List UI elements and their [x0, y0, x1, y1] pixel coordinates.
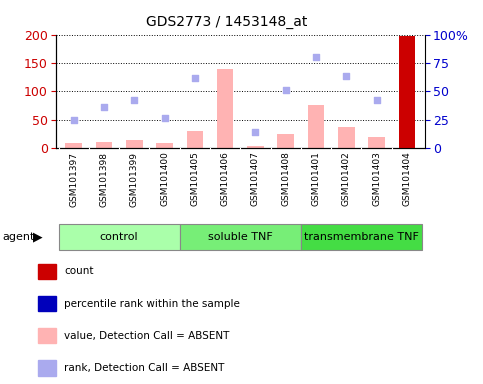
- Bar: [180, 224, 301, 250]
- Point: [282, 87, 290, 93]
- Point: [130, 97, 138, 103]
- Point: [312, 54, 320, 60]
- Point: [191, 74, 199, 81]
- Text: control: control: [100, 232, 139, 242]
- Bar: [308, 105, 325, 148]
- Text: GSM101406: GSM101406: [221, 152, 229, 207]
- Text: GSM101408: GSM101408: [281, 152, 290, 207]
- Text: GSM101399: GSM101399: [130, 152, 139, 207]
- Point: [161, 115, 169, 121]
- Text: percentile rank within the sample: percentile rank within the sample: [64, 299, 240, 309]
- Text: agent: agent: [2, 232, 35, 242]
- Text: GSM101403: GSM101403: [372, 152, 381, 207]
- Bar: [65, 143, 82, 148]
- Text: GSM101397: GSM101397: [69, 152, 78, 207]
- Point: [70, 116, 78, 122]
- Bar: [398, 36, 415, 148]
- Bar: [301, 224, 422, 250]
- Bar: [58, 224, 180, 250]
- Text: GSM101398: GSM101398: [99, 152, 109, 207]
- Bar: [126, 140, 142, 148]
- Text: count: count: [64, 266, 94, 276]
- Text: GSM101405: GSM101405: [190, 152, 199, 207]
- Point: [252, 129, 259, 135]
- Text: GDS2773 / 1453148_at: GDS2773 / 1453148_at: [146, 15, 308, 29]
- Text: GSM101400: GSM101400: [160, 152, 169, 207]
- Text: GSM101402: GSM101402: [342, 152, 351, 206]
- Bar: [156, 143, 173, 148]
- Text: ▶: ▶: [33, 231, 43, 243]
- Bar: [38, 328, 56, 343]
- Bar: [368, 137, 385, 148]
- Bar: [38, 296, 56, 311]
- Point: [221, 18, 229, 24]
- Bar: [38, 264, 56, 279]
- Bar: [96, 142, 113, 148]
- Bar: [186, 131, 203, 148]
- Bar: [277, 134, 294, 148]
- Point: [100, 104, 108, 110]
- Bar: [217, 69, 233, 148]
- Text: GSM101401: GSM101401: [312, 152, 321, 207]
- Text: transmembrane TNF: transmembrane TNF: [304, 232, 419, 242]
- Text: soluble TNF: soluble TNF: [208, 232, 273, 242]
- Bar: [338, 127, 355, 148]
- Text: rank, Detection Call = ABSENT: rank, Detection Call = ABSENT: [64, 363, 225, 373]
- Text: GSM101404: GSM101404: [402, 152, 412, 206]
- Text: GSM101407: GSM101407: [251, 152, 260, 207]
- Text: value, Detection Call = ABSENT: value, Detection Call = ABSENT: [64, 331, 229, 341]
- Point: [342, 73, 350, 79]
- Bar: [398, 36, 415, 148]
- Point: [403, 15, 411, 21]
- Bar: [38, 360, 56, 376]
- Bar: [247, 146, 264, 148]
- Point: [373, 97, 381, 103]
